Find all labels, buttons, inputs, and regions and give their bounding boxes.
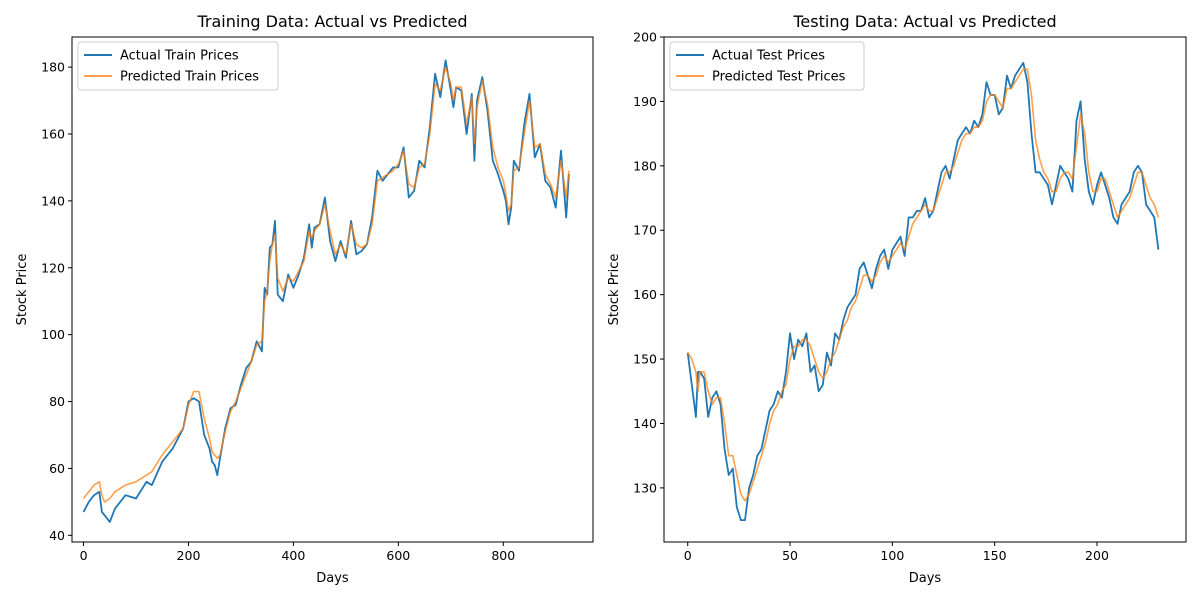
chart-0-y-tick-label: 180 xyxy=(41,60,65,75)
chart-1-axes-frame xyxy=(663,36,1187,543)
chart-0-legend-box xyxy=(77,41,279,91)
testing-chart-panel: 0 50 100 150 200 130 140 150 160 170 180 190 200 Test… xyxy=(607,12,1187,586)
chart-1-x-axis-label: Days xyxy=(909,571,942,586)
chart-0-x-tick-label: 0 xyxy=(80,548,88,563)
chart-0-y-tick-label: 140 xyxy=(41,193,65,208)
chart-0-y-tick-label: 100 xyxy=(41,327,65,342)
chart-0-y-tick-label: 160 xyxy=(41,126,65,141)
chart-1-x-tick-label: 150 xyxy=(983,548,1007,563)
chart-1-y-axis-label: Stock Price xyxy=(607,254,622,326)
chart-0-y-tick-label: 80 xyxy=(49,394,65,409)
chart-0-x-axis-label: Days xyxy=(316,571,349,586)
chart-0-series-predicted-line xyxy=(82,66,570,503)
chart-1-x-tick-label: 100 xyxy=(880,548,904,563)
chart-1-title: Testing Data: Actual vs Predicted xyxy=(792,12,1056,31)
chart-1-series-predicted-line xyxy=(687,68,1160,502)
chart-1-y-tick-label: 130 xyxy=(633,480,657,495)
chart-0-x-tick-label: 800 xyxy=(491,548,515,563)
chart-1-y-tick-label: 190 xyxy=(633,94,657,109)
chart-0-legend-label-predicted: Predicted Train Prices xyxy=(120,70,259,85)
chart-0-x-tick-label: 600 xyxy=(386,548,410,563)
chart-1-y-tick-label: 140 xyxy=(633,416,657,431)
chart-0-legend-label-actual: Actual Train Prices xyxy=(120,49,239,64)
chart-1-legend-label-actual: Actual Test Prices xyxy=(712,49,825,64)
chart-0-axes-frame xyxy=(71,36,594,543)
chart-1-legend-label-predicted: Predicted Test Prices xyxy=(712,70,846,85)
chart-1-x-tick-label: 0 xyxy=(684,548,692,563)
chart-0-series-actual-line xyxy=(82,59,570,523)
chart-1-y-tick-label: 160 xyxy=(633,287,657,302)
chart-0-y-tick-label: 40 xyxy=(49,528,65,543)
chart-1-y-tick-label: 150 xyxy=(633,352,657,367)
chart-0-y-tick-label: 120 xyxy=(41,260,65,275)
chart-1-legend-box xyxy=(669,41,865,91)
chart-1-x-tick-label: 200 xyxy=(1085,548,1109,563)
chart-1-y-tick-label: 170 xyxy=(633,223,657,238)
chart-0-y-axis-label: Stock Price xyxy=(15,254,30,326)
chart-0-x-tick-label: 200 xyxy=(177,548,201,563)
chart-1-y-tick-label: 200 xyxy=(633,30,657,45)
chart-0-title: Training Data: Actual vs Predicted xyxy=(196,12,467,31)
chart-0-x-tick-label: 400 xyxy=(281,548,305,563)
chart-1-series-actual-line xyxy=(686,61,1160,521)
training-chart-panel: 0 200 400 600 800 40 60 80 100 120 140 160 180 Traini… xyxy=(15,12,594,586)
chart-1-x-tick-label: 50 xyxy=(782,548,798,563)
chart-0-y-tick-label: 60 xyxy=(49,461,65,476)
chart-1-y-tick-label: 180 xyxy=(633,158,657,173)
